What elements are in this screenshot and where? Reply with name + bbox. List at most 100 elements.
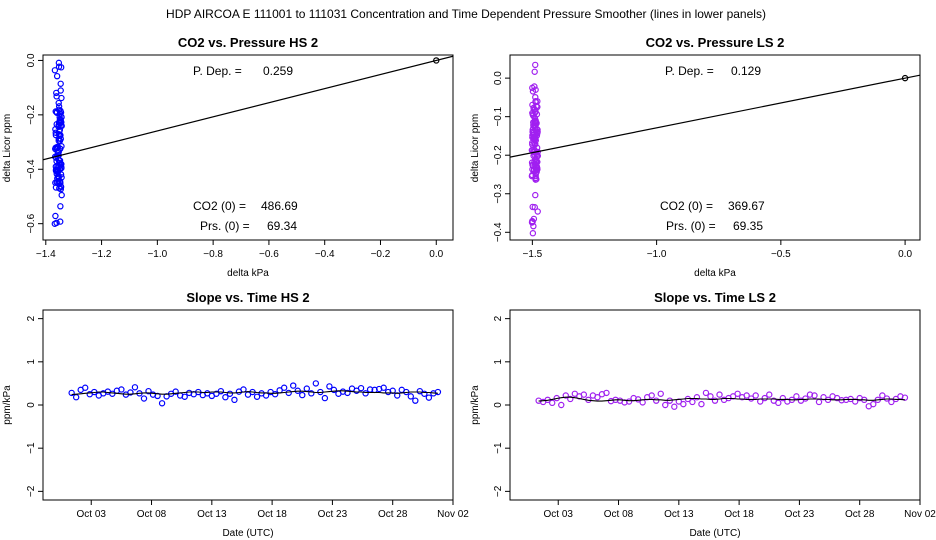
data-point [532, 191, 539, 199]
y-tick-label: −0.1 [493, 106, 504, 126]
data-point [131, 384, 139, 391]
data-point [533, 103, 541, 111]
data-point [534, 208, 541, 215]
y-tick-label: 0.0 [493, 71, 504, 85]
x-tick-label: Oct 13 [664, 509, 694, 520]
annotation-co2-label: CO2 (0) = [660, 199, 713, 213]
x-tick-label: Oct 18 [724, 509, 754, 520]
y-tick-label: −0.2 [26, 105, 37, 125]
data-point [775, 399, 782, 407]
data-point [571, 390, 579, 397]
data-point [312, 380, 320, 387]
x-tick-label: −1.5 [522, 249, 542, 260]
data-point [528, 172, 536, 180]
figure-title: HDP AIRCOA E 111001 to 111031 Concentrat… [166, 7, 766, 21]
data-point [716, 391, 723, 398]
data-point [52, 212, 59, 220]
data-point [793, 393, 800, 400]
data-point [362, 390, 369, 397]
annotation-prs-value: 69.34 [267, 219, 297, 233]
data-point [743, 392, 750, 399]
data-point [533, 119, 540, 127]
data-point [57, 185, 65, 193]
data-point [802, 395, 809, 402]
data-point [127, 389, 134, 396]
y-axis-label: delta Licor ppm [470, 114, 481, 182]
fit-line [510, 74, 920, 158]
data-point [534, 152, 541, 159]
data-point [53, 93, 60, 100]
data-point [118, 386, 125, 393]
annotation-co2-value: 486.69 [261, 199, 298, 213]
data-point [530, 136, 538, 143]
data-point [57, 203, 64, 210]
plot-frame [42, 54, 454, 241]
data-point [532, 61, 539, 69]
panel-co2-vs-pressure-hs2: CO2 vs. Pressure HS 2 −1.4 −1.2 −1.0 −0.8 −0… [2, 35, 454, 279]
x-axis: Oct 03 Oct 08 Oct 13 Oct 18 Oct 23 Oct 28 Nov … [77, 500, 469, 520]
y-tick-label: 2 [493, 315, 504, 321]
x-tick-label: Oct 18 [257, 509, 287, 520]
data-point [55, 130, 63, 138]
annotation-prs-label: Prs. (0) = [666, 219, 716, 233]
y-axis: −2 −1 0 1 2 [26, 315, 43, 497]
data-point [693, 394, 701, 401]
data-point [57, 218, 64, 225]
data-point [55, 157, 63, 164]
data-point [344, 389, 351, 397]
data-point [231, 396, 238, 404]
smoother-line [71, 390, 438, 396]
x-axis-label: delta kPa [227, 268, 269, 279]
data-point [52, 129, 59, 136]
y-tick-label: −0.6 [26, 213, 37, 233]
data-point [290, 382, 297, 389]
data-point [879, 392, 886, 399]
panel-co2-vs-pressure-ls2: CO2 vs. Pressure LS 2 −1.5 −1.0 −0.5 0.0 −0… [470, 35, 921, 279]
data-point [280, 384, 288, 391]
x-tick-label: Oct 23 [785, 509, 815, 520]
plot-frame [509, 309, 921, 501]
data-point [707, 393, 714, 400]
x-axis-label: Date (UTC) [689, 528, 740, 539]
y-tick-label: −0.2 [493, 145, 504, 165]
data-point [58, 174, 65, 181]
data-point [562, 392, 569, 399]
y-tick-label: −2 [26, 485, 37, 497]
data-point [711, 397, 719, 404]
annotation-pdep-label: P. Dep. = [665, 64, 714, 78]
data-point [529, 84, 536, 92]
data-point [416, 387, 424, 395]
y-axis: −2 −1 0 1 2 [493, 315, 510, 497]
y-tick-label: −1 [26, 442, 37, 454]
data-point [567, 395, 574, 403]
data-point [625, 398, 633, 405]
data-point [528, 159, 536, 166]
data-point [761, 394, 768, 402]
data-point [213, 390, 220, 397]
y-axis: −0.4 −0.3 −0.2 −0.1 0.0 [493, 71, 510, 242]
data-point [52, 145, 59, 153]
data-point [303, 385, 310, 392]
data-point [204, 390, 211, 397]
data-point [747, 395, 755, 402]
origin-point [901, 74, 909, 82]
x-tick-label: −1.0 [147, 249, 167, 260]
y-tick-label: 0 [493, 402, 504, 408]
x-tick-label: −1.4 [36, 249, 56, 260]
y-tick-label: −2 [493, 485, 504, 497]
x-tick-label: 0.0 [429, 249, 443, 260]
annotation-pdep-value: 0.129 [731, 64, 761, 78]
data-point [603, 389, 610, 397]
data-point [68, 389, 75, 397]
data-point [55, 59, 63, 67]
data-point [534, 126, 541, 133]
data-point [380, 384, 387, 391]
data-point [534, 130, 541, 137]
plot-frame [42, 309, 454, 501]
data-point [57, 80, 64, 87]
x-tick-label: Nov 02 [904, 509, 936, 520]
y-tick-label: 1 [26, 359, 37, 365]
data-point [299, 391, 306, 399]
data-point [680, 400, 687, 408]
